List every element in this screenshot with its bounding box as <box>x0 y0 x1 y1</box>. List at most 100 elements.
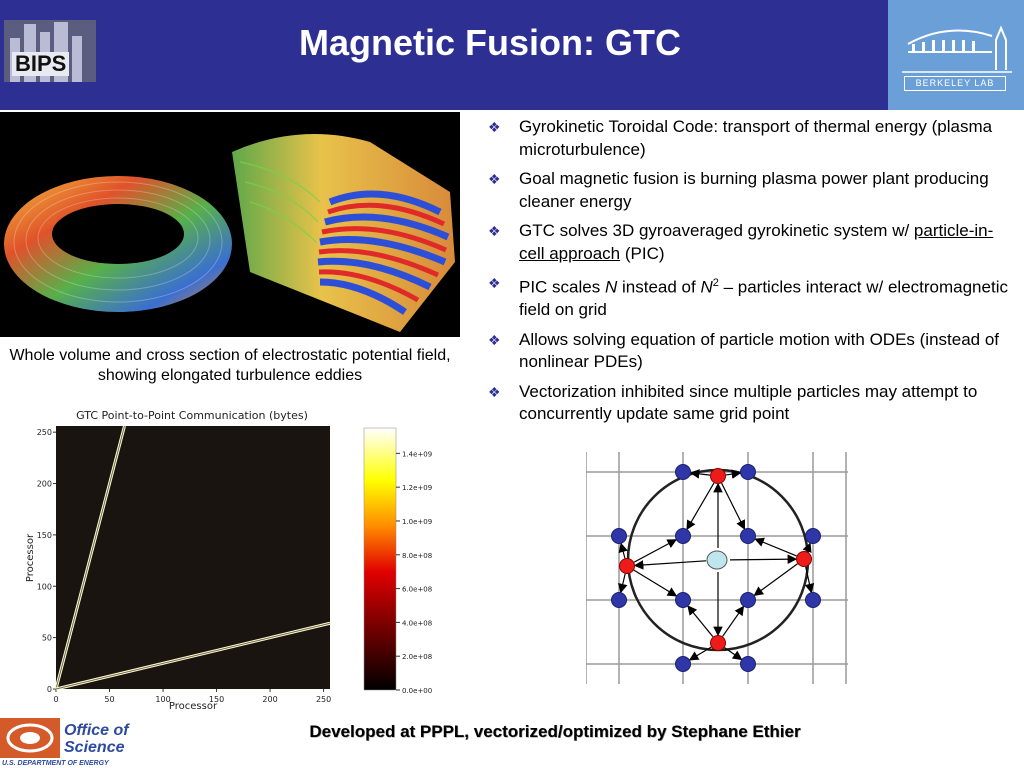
grid-point-node <box>675 656 691 672</box>
bips-logo: BIPS <box>4 20 96 82</box>
deposit-arrow <box>725 469 742 479</box>
bullet-text-start: GTC solves 3D gyroaveraged gyrokinetic s… <box>519 221 914 240</box>
bullet-text-mid: instead of <box>617 277 701 297</box>
bullet-text-end: – particles interact w/ electromagnetic … <box>519 277 1008 320</box>
cross-section-graphic <box>232 134 455 332</box>
berkeley-lab-logo: BERKELEY LAB <box>888 0 1024 110</box>
page-title: Magnetic Fusion: GTC <box>299 22 681 63</box>
bullet-text: Allows solving equation of particle moti… <box>519 329 1000 372</box>
bullet-item: ❖ PIC scales N instead of N2 – particles… <box>488 272 1018 322</box>
chart-title: GTC Point-to-Point Communication (bytes) <box>76 409 308 422</box>
bullet-text: Goal magnetic fusion is burning plasma p… <box>519 169 989 211</box>
y-tick-label: 100 <box>37 582 52 591</box>
visualization-caption: Whole volume and cross section of electr… <box>9 347 451 384</box>
ring-particle-node <box>619 558 635 574</box>
logo-line3: U.S. DEPARTMENT OF ENERGY <box>2 760 110 767</box>
particle-center <box>706 550 728 570</box>
bullet-item: ❖ Vectorization inhibited since multiple… <box>488 381 1018 426</box>
diamond-bullet-icon: ❖ <box>488 383 501 400</box>
grid-point-node <box>675 592 691 608</box>
heatmap-area <box>56 426 330 689</box>
colorbar-tick-label: 1.0e+09 <box>402 518 432 526</box>
diamond-bullet-icon: ❖ <box>488 275 501 291</box>
bullet-item: ❖ Allows solving equation of particle mo… <box>488 329 1018 374</box>
deposit-arrow <box>633 539 678 563</box>
berkeley-lab-label: BERKELEY LAB <box>904 76 1006 91</box>
deposit-arrow <box>633 569 678 597</box>
communication-heatmap-chart: GTC Point-to-Point Communication (bytes)… <box>25 409 432 710</box>
grid-point-node <box>740 464 756 480</box>
deposit-arrow <box>618 542 628 559</box>
charge-arrow <box>633 560 707 570</box>
ring-particle-node <box>710 635 726 651</box>
deposit-arrow <box>722 605 745 637</box>
deposit-arrow <box>721 482 745 530</box>
particle-in-cell-link[interactable]: particle-in-cell approach <box>519 221 994 263</box>
ring-particle-node <box>796 551 812 567</box>
y-axis-label: Processor <box>25 533 36 582</box>
particle-in-cell-diagram <box>586 452 848 684</box>
deposit-arrow <box>804 566 815 594</box>
bullet-item: ❖ Gyrokinetic Toroidal Code: transport o… <box>488 116 1018 161</box>
colorbar-tick-label: 8.0e+08 <box>402 552 432 560</box>
x-axis-label: Processor <box>169 701 218 710</box>
deposit-arrow <box>688 646 712 661</box>
y-tick-label: 0 <box>47 685 52 694</box>
bullet-text: Gyrokinetic Toroidal Code: transport of … <box>519 117 993 159</box>
colorbar-tick-label: 0.0e+00 <box>402 687 432 695</box>
deposit-arrow <box>802 542 812 554</box>
communication-band-core <box>55 622 331 690</box>
grid-point-node <box>611 592 627 608</box>
diamond-bullet-icon: ❖ <box>488 223 501 239</box>
charge-arrow <box>729 554 798 564</box>
bips-logo-text: BIPS <box>12 52 70 76</box>
bullet-text-end: (PIC) <box>620 243 665 263</box>
torus-volume-graphic <box>4 176 232 312</box>
grid-lines <box>586 452 848 684</box>
diamond-bullet-icon: ❖ <box>488 171 501 187</box>
colorbar <box>363 427 397 691</box>
diamond-bullet-icon: ❖ <box>488 331 501 348</box>
deposit-arrow <box>689 469 711 479</box>
logo-line2: Science <box>64 739 125 756</box>
y-tick-label: 200 <box>37 480 52 489</box>
deposit-arrow <box>618 573 628 594</box>
deposit-arrow <box>686 482 715 531</box>
colorbar-tick-label: 1.4e+09 <box>402 450 432 458</box>
grid-point-node <box>740 528 756 544</box>
office-of-science-logo: Office of Science U.S. DEPARTMENT OF ENE… <box>0 718 130 767</box>
grid-point-node <box>740 592 756 608</box>
x-tick-label: 250 <box>316 695 331 704</box>
grid-point-node <box>805 528 821 544</box>
x-tick-label: 200 <box>262 695 277 704</box>
deposit-arrow <box>724 647 743 661</box>
bullet-item: ❖ GTC solves 3D gyroaveraged gyrokinetic… <box>488 220 1018 265</box>
footer-credit: Developed at PPPL, vectorized/optimized … <box>309 722 801 741</box>
symbol-n-squared: N <box>700 277 713 297</box>
berkeley-building-icon <box>902 25 1012 73</box>
grid-point-node <box>740 656 756 672</box>
colorbar-tick-label: 1.2e+09 <box>402 484 432 492</box>
ring-particle-node <box>710 468 726 484</box>
y-tick-label: 250 <box>37 428 52 437</box>
y-tick-label: 50 <box>42 634 52 643</box>
grid-point-node <box>675 528 691 544</box>
y-tick-label: 150 <box>37 531 52 540</box>
grid-point-node <box>611 528 627 544</box>
logo-line1: Office of <box>64 722 130 739</box>
symbol-n: N <box>604 277 618 297</box>
superscript: 2 <box>712 277 719 289</box>
diamond-bullet-icon: ❖ <box>488 119 501 135</box>
bullet-list: ❖ Gyrokinetic Toroidal Code: transport o… <box>488 116 1018 433</box>
bullet-text: Vectorization inhibited since multiple p… <box>519 381 978 424</box>
header-bar: BIPS Magnetic Fusion: GTC BERKELEY LAB <box>0 0 1024 110</box>
communication-band-core <box>55 425 125 690</box>
grid-point-node <box>675 464 691 480</box>
x-tick-label: 0 <box>53 695 58 704</box>
colorbar-tick-label: 6.0e+08 <box>402 586 432 594</box>
deposit-arrow <box>754 537 797 557</box>
bullet-text-start: PIC scales <box>519 277 605 297</box>
plasma-visualization-image <box>0 112 460 337</box>
deposit-arrow <box>753 563 798 596</box>
x-tick-label: 50 <box>104 695 114 704</box>
